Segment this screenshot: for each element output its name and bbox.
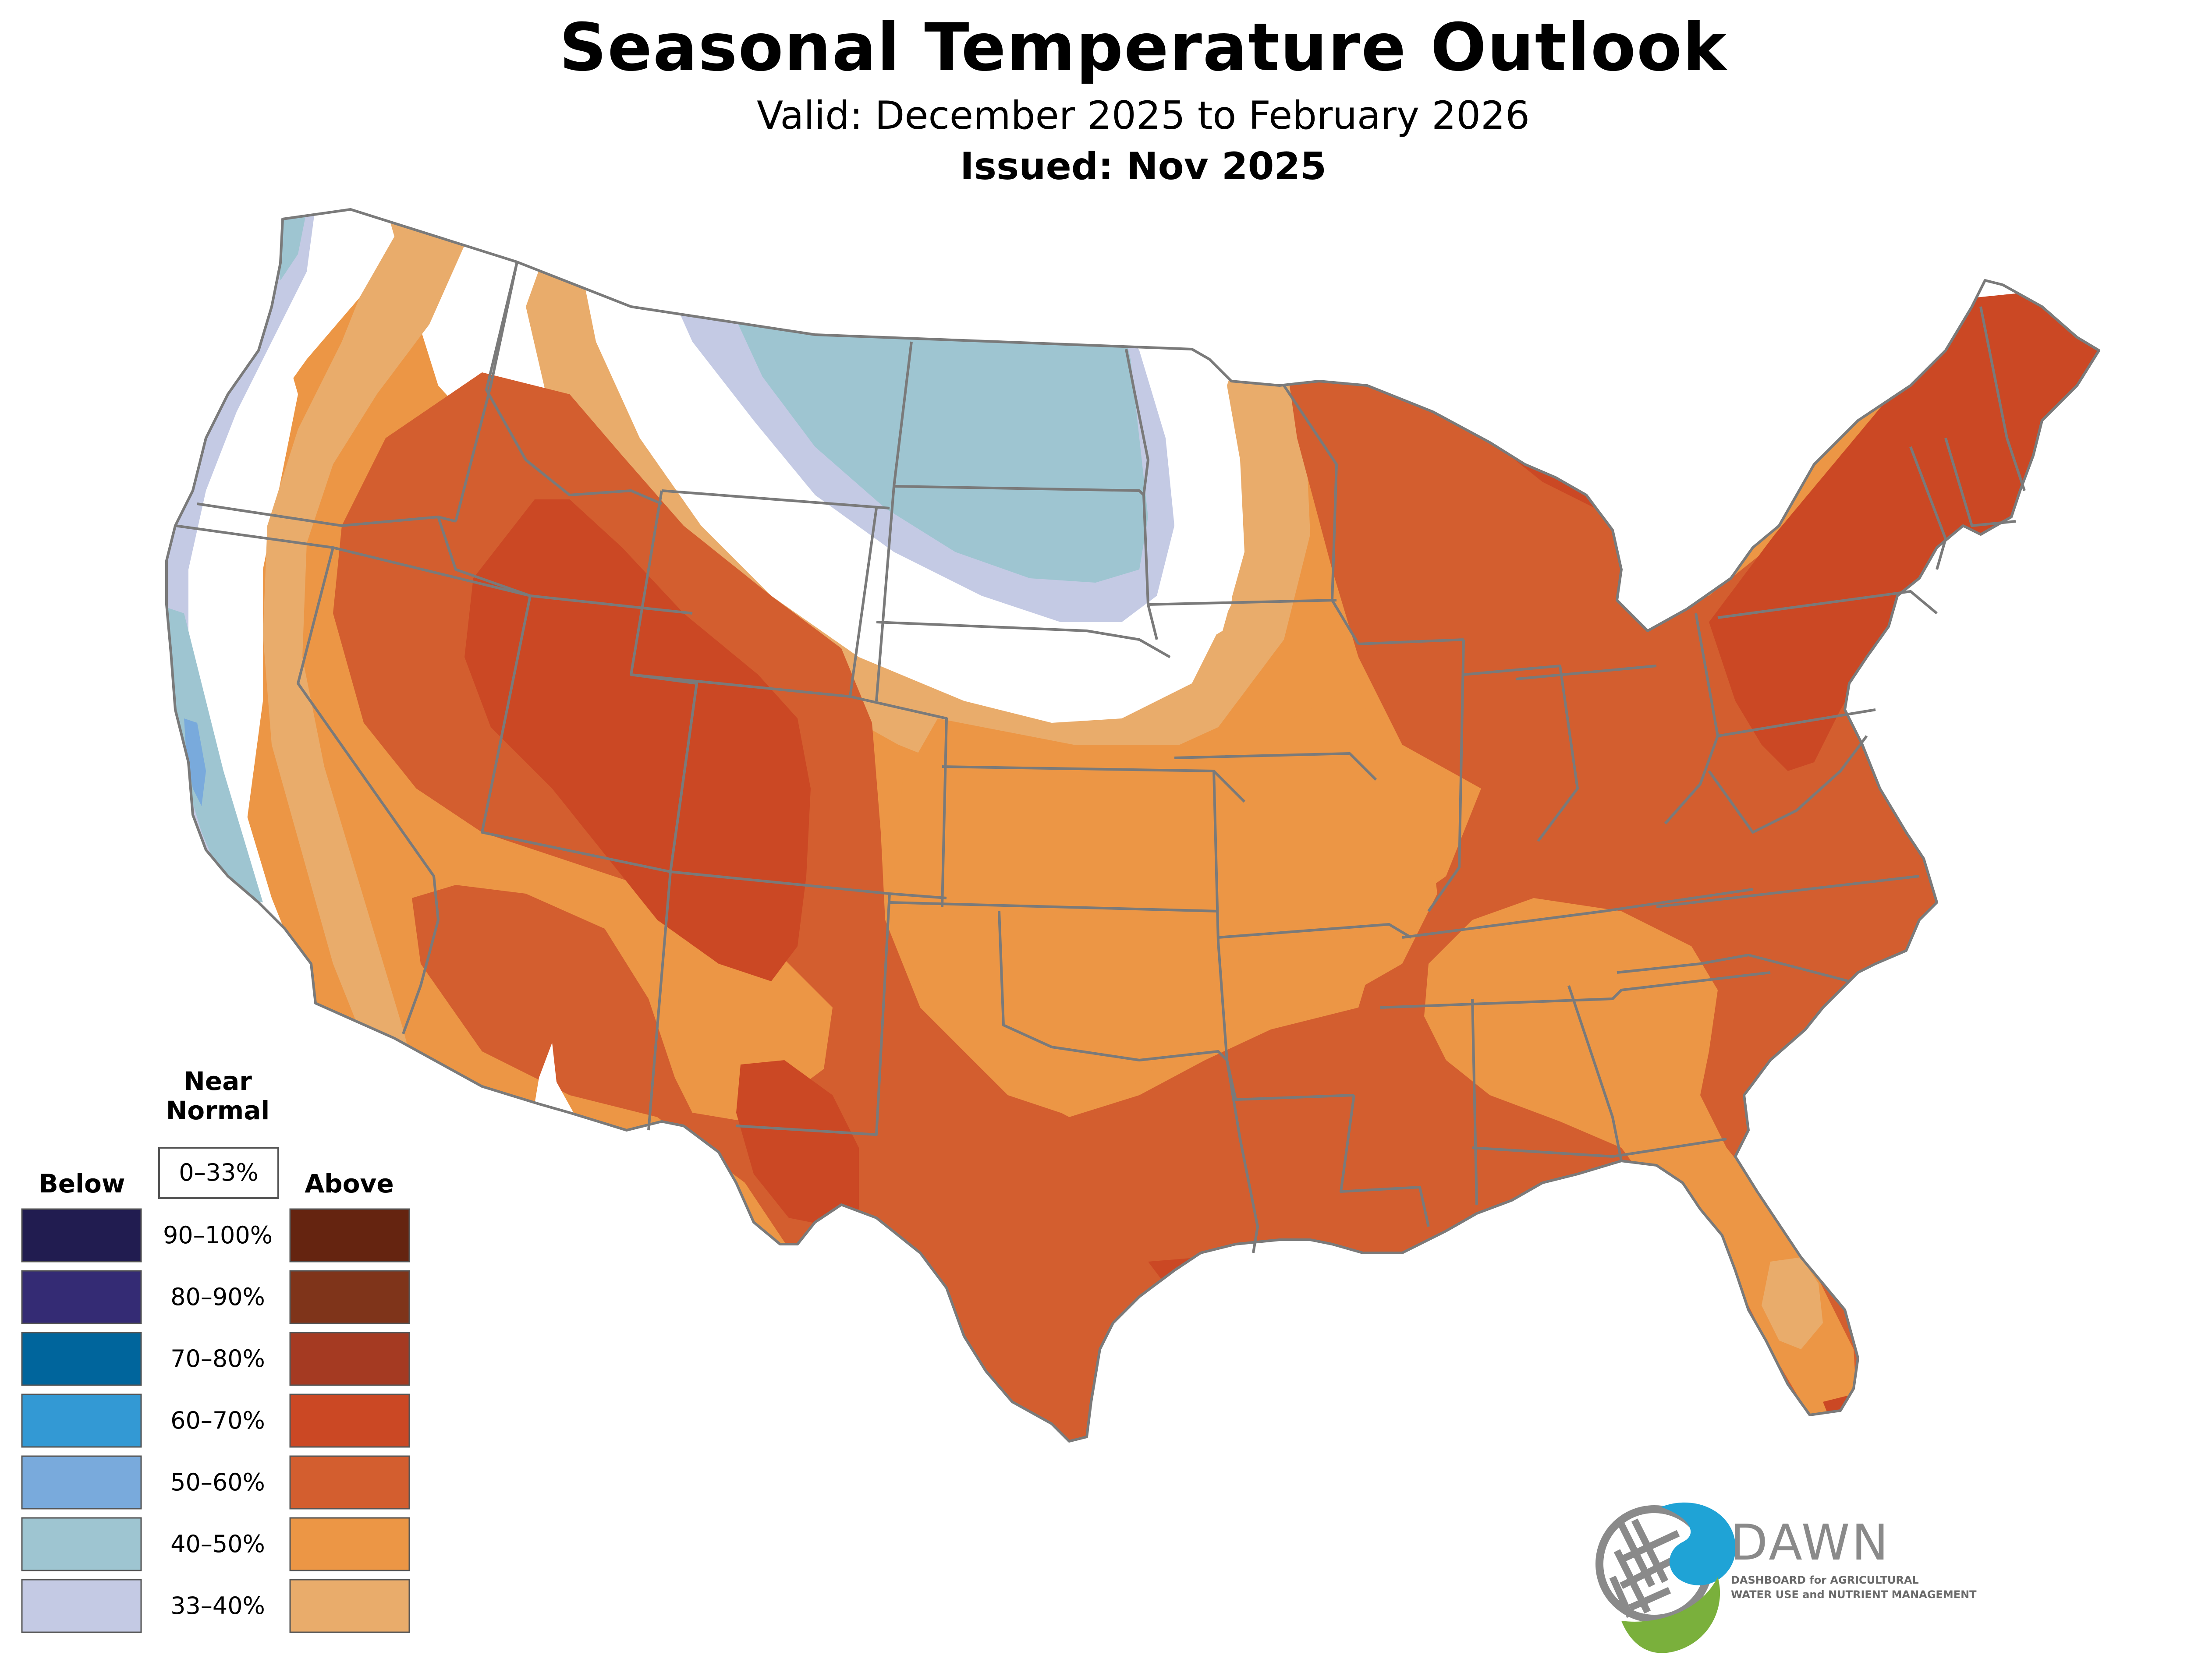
below-50-60-region-california bbox=[184, 718, 206, 806]
border-az-nm bbox=[647, 871, 672, 1131]
border-me-nh bbox=[1979, 306, 2026, 491]
above-60-70-region-great-basin bbox=[464, 499, 811, 981]
logo-blue-drop bbox=[1661, 1502, 1736, 1585]
border-al-ga bbox=[1567, 985, 1623, 1161]
border-va-nc bbox=[1656, 875, 1920, 908]
map-title: Seasonal Temperature Outlook bbox=[559, 10, 1727, 86]
border-nc-sc bbox=[1617, 954, 1850, 983]
legend-below-swatch-6 bbox=[21, 1579, 142, 1633]
legend-above-swatch-3 bbox=[289, 1394, 410, 1448]
border-tn-ms-al bbox=[1380, 971, 1771, 1009]
legend-near-normal-swatch bbox=[158, 1147, 279, 1199]
above-60-70-region-gulf-coast bbox=[1148, 1253, 1472, 1314]
legend-rows: 90–100% 80–90% 70–80% 60–70% 50–60% 40–50% 33–… bbox=[21, 1208, 410, 1633]
logo-gray-grid bbox=[1609, 1518, 1680, 1618]
border-ny-new-england bbox=[1909, 446, 1947, 570]
legend-range-label-1: 80–90% bbox=[170, 1283, 265, 1311]
legend-range-label-5: 40–50% bbox=[170, 1530, 265, 1558]
dawn-logo-tagline-line1: DASHBOARD for AGRICULTURAL bbox=[1731, 1574, 1919, 1586]
state-borders bbox=[165, 208, 2100, 1443]
border-ia-mo bbox=[1174, 752, 1377, 781]
border-mi-oh bbox=[1516, 665, 1657, 680]
above-40-50-region-southeast bbox=[1424, 898, 1858, 1424]
legend-above-swatch-6 bbox=[289, 1579, 410, 1633]
border-mt-wy bbox=[661, 489, 890, 509]
border-il-in bbox=[1427, 639, 1465, 912]
border-mt-nd bbox=[875, 341, 913, 701]
legend: Near Normal 0–33% Below Above 90–100% 80–… bbox=[21, 1066, 410, 1633]
near-normal-region-arizona bbox=[535, 1043, 578, 1121]
border-vt-nh bbox=[1944, 438, 2016, 527]
above-60-70-region-texas bbox=[736, 1060, 859, 1227]
border-wi-il bbox=[1358, 638, 1464, 645]
border-oh-pa bbox=[1664, 613, 1719, 824]
legend-range-label-4: 50–60% bbox=[170, 1468, 265, 1496]
border-ut-co bbox=[669, 683, 947, 899]
logo-green-leaf bbox=[1621, 1577, 1720, 1653]
border-ia-mn bbox=[1148, 599, 1337, 606]
legend-above-swatch-4 bbox=[289, 1455, 410, 1510]
border-ga-fl bbox=[1472, 1138, 1727, 1158]
legend-range-label-0: 90–100% bbox=[163, 1221, 273, 1249]
above-33-40-region-florida bbox=[1762, 1257, 1823, 1349]
border-sd-ne bbox=[876, 621, 1171, 658]
border-pa-ny bbox=[1717, 590, 1938, 619]
legend-below-swatch-0 bbox=[21, 1208, 142, 1263]
below-40-50-region-washington bbox=[276, 210, 307, 280]
border-id-mt bbox=[485, 262, 663, 505]
legend-range-label-2: 70–80% bbox=[170, 1345, 265, 1372]
legend-below-swatch-1 bbox=[21, 1270, 142, 1324]
border-wy bbox=[630, 490, 878, 698]
legend-above-swatch-0 bbox=[289, 1208, 410, 1263]
border-wv-va bbox=[1708, 735, 1868, 834]
border-nd-sd bbox=[893, 485, 1145, 496]
border-wa-or bbox=[197, 502, 456, 527]
border-ks-ok bbox=[889, 901, 1219, 913]
border-mo-ar bbox=[1218, 923, 1412, 939]
above-60-70-region-northeast bbox=[1709, 280, 2099, 771]
above-40-50-region-southern-plains bbox=[894, 683, 1437, 1113]
below-40-50-region-california bbox=[167, 605, 263, 902]
legend-above-swatch-2 bbox=[289, 1332, 410, 1386]
valid-period: Valid: December 2025 to February 2026 bbox=[756, 93, 1530, 138]
border-mo-ks bbox=[1212, 771, 1228, 1061]
legend-above-swatch-5 bbox=[289, 1517, 410, 1571]
border-nm-tx bbox=[736, 893, 891, 1136]
border-wi-mn bbox=[1283, 385, 1360, 645]
us-outline bbox=[165, 208, 2100, 1443]
dawn-logo-tagline-line2: WATER USE and NUTRIENT MANAGEMENT bbox=[1731, 1588, 1977, 1601]
legend-near-normal-label-line1: Near bbox=[184, 1066, 252, 1096]
dawn-logo-emblem bbox=[1595, 1502, 1736, 1653]
legend-above-swatch-1 bbox=[289, 1270, 410, 1324]
legend-below-swatch-2 bbox=[21, 1332, 142, 1386]
border-tx-la bbox=[1226, 1060, 1259, 1253]
border-ca-nv bbox=[297, 547, 440, 1035]
border-id-nv-ut bbox=[437, 516, 693, 615]
legend-below-swatch-5 bbox=[21, 1517, 142, 1571]
above-33-40-region-west bbox=[263, 210, 464, 1095]
legend-above-label: Above bbox=[305, 1169, 394, 1199]
legend-below-swatch-4 bbox=[21, 1455, 142, 1510]
border-la-ms bbox=[1340, 1095, 1430, 1227]
border-ky-tn bbox=[1402, 888, 1753, 939]
border-pa-md bbox=[1717, 708, 1876, 737]
legend-range-label-3: 60–70% bbox=[170, 1407, 265, 1434]
legend-near-normal-label-line2: Normal bbox=[166, 1096, 269, 1125]
legend-range-label-6: 33–40% bbox=[170, 1592, 265, 1620]
legend-below-swatch-3 bbox=[21, 1394, 142, 1448]
legend-near-normal-range: 0–33% bbox=[179, 1159, 258, 1186]
border-mn-nd bbox=[1125, 349, 1158, 640]
border-ok-tx bbox=[998, 911, 1228, 1061]
border-co-ks bbox=[850, 695, 948, 907]
issued-date: Issued: Nov 2025 bbox=[960, 145, 1327, 188]
legend-below-label: Below bbox=[39, 1169, 125, 1199]
border-in-oh bbox=[1463, 665, 1579, 842]
dawn-logo-name: DAWN bbox=[1730, 1514, 1890, 1571]
dawn-logo: DAWN DASHBOARD for AGRICULTURAL WATER US… bbox=[1595, 1502, 1977, 1653]
border-ms-al bbox=[1471, 998, 1478, 1205]
